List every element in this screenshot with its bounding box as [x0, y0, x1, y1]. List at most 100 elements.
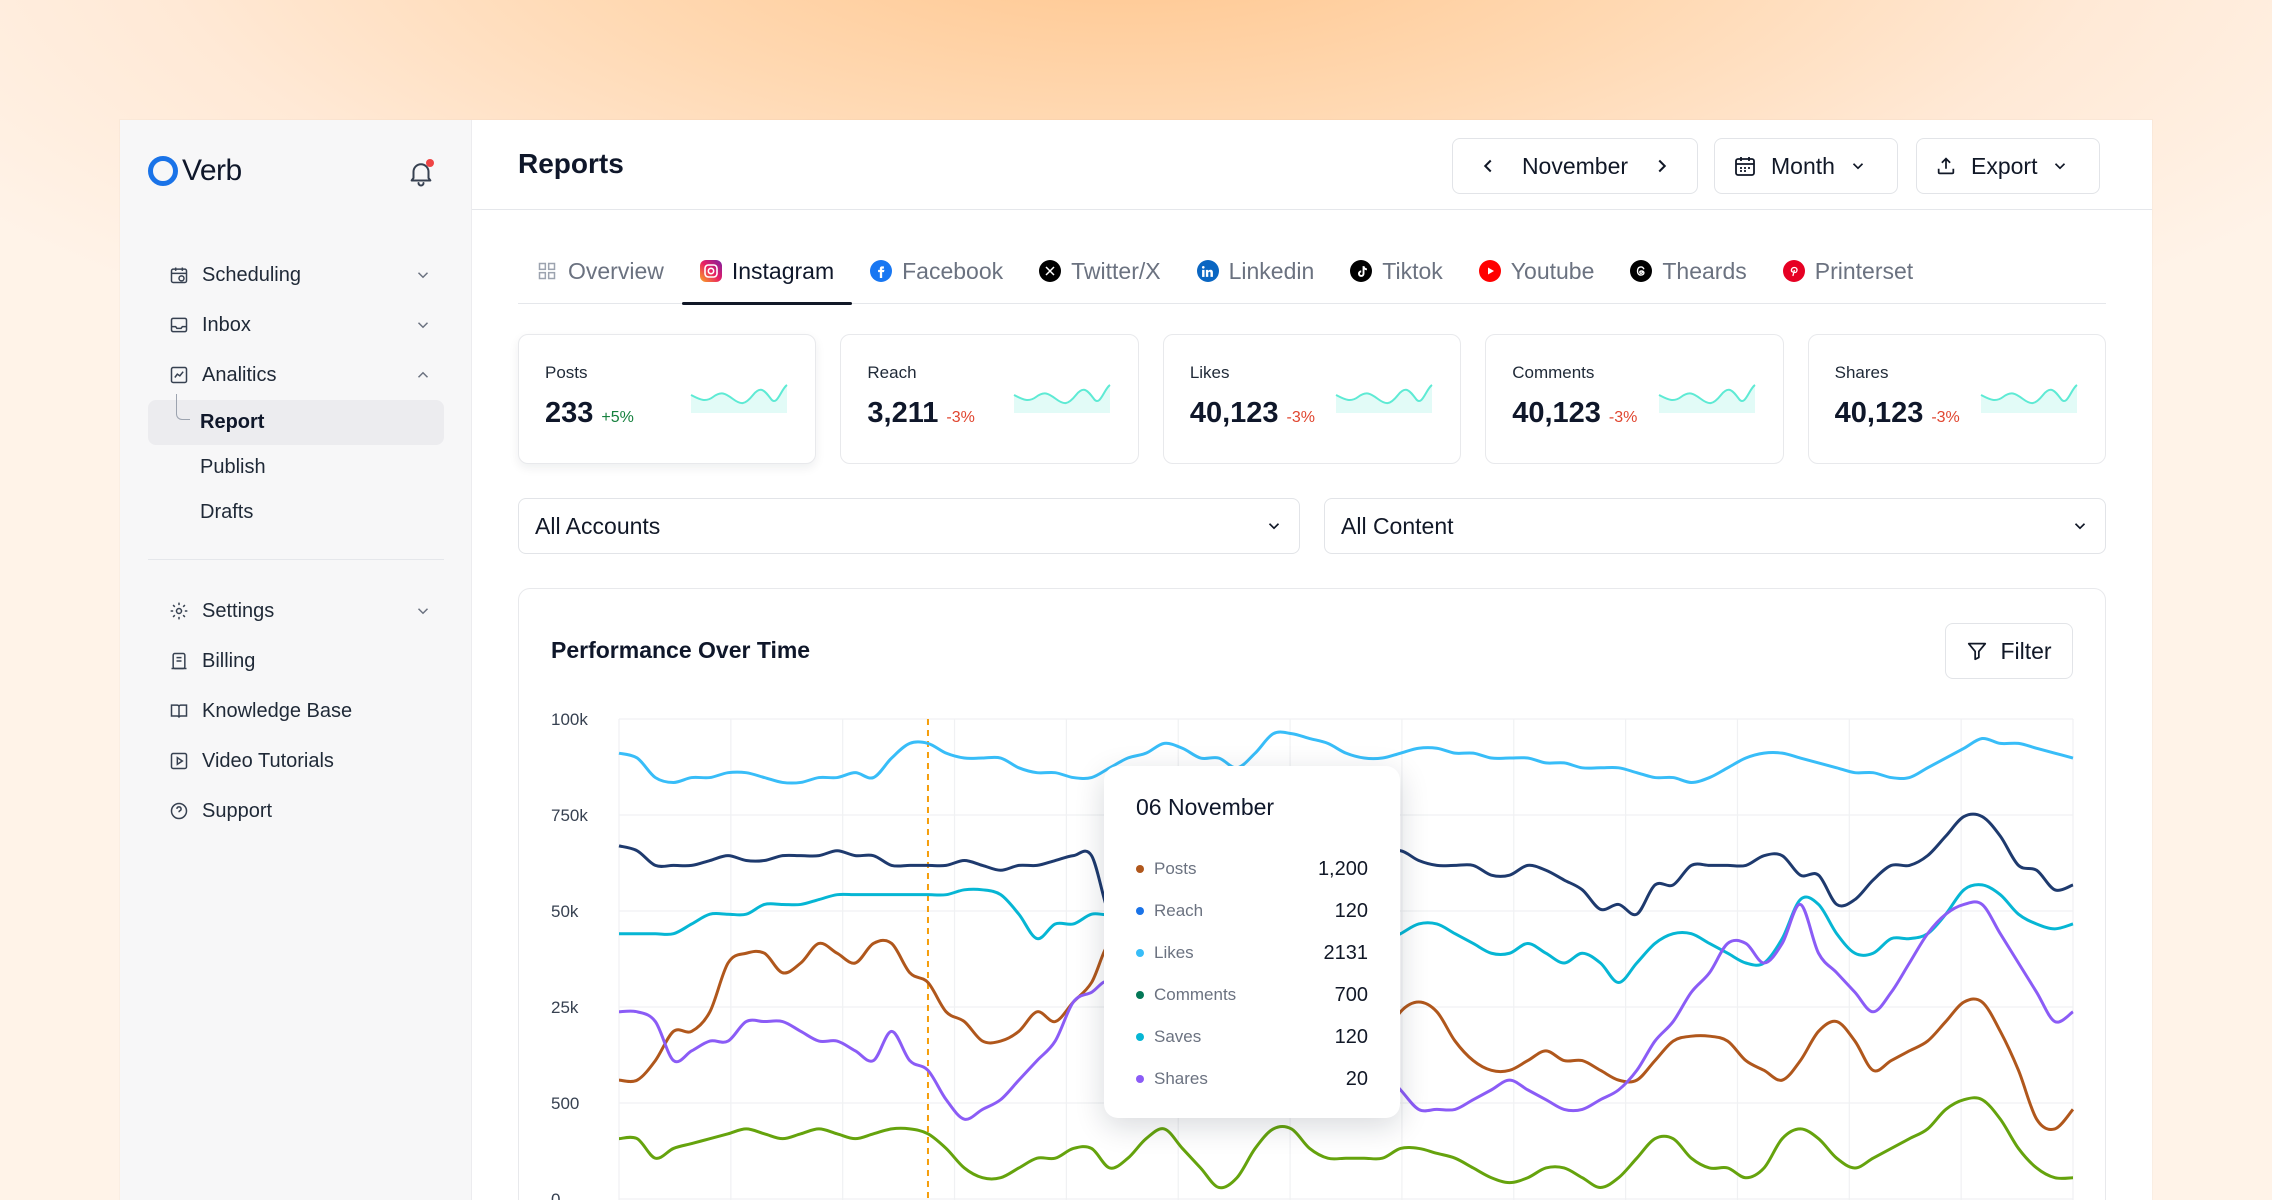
current-month: November	[1521, 152, 1629, 179]
chevron-up-icon[interactable]	[414, 366, 432, 384]
tooltip-label: Reach	[1154, 901, 1204, 920]
tab-label: Linkedin	[1228, 257, 1315, 284]
stat-value: 3,211 -3%	[867, 397, 974, 430]
period-dropdown[interactable]: Month	[1714, 138, 1898, 194]
stat-number: 40,123	[1189, 397, 1279, 429]
export-dropdown[interactable]: Export	[1916, 138, 2100, 194]
sidebar-item-billing[interactable]: Billing	[148, 636, 444, 686]
sparkline-icon	[1980, 384, 2078, 413]
sidebar-item-inbox[interactable]: Inbox	[148, 300, 444, 350]
stat-card-reach[interactable]: Reach 3,211 -3%	[840, 334, 1139, 464]
stat-label: Shares	[1834, 363, 1889, 382]
tree-connector	[176, 394, 190, 420]
content-select-value: All Content	[1341, 512, 1454, 539]
stat-card-likes[interactable]: Likes 40,123 -3%	[1162, 334, 1462, 464]
stat-label: Comments	[1512, 363, 1595, 382]
tab-instagram[interactable]: Instagram	[681, 238, 853, 305]
export-label: Export	[1971, 152, 2038, 179]
chevron-down-icon	[2074, 523, 2086, 530]
tab-pinterest[interactable]: Printerset	[1765, 238, 1931, 304]
y-tick-label: 750k	[551, 806, 588, 825]
tooltip-value: 120	[1334, 1025, 1368, 1048]
linkedin-icon	[1196, 260, 1219, 282]
sidebar: Verb Scheduling Inbox	[120, 120, 472, 1200]
period-label: Month	[1771, 152, 1835, 179]
tab-label: Overview	[568, 257, 664, 284]
page-title: Reports	[518, 148, 624, 179]
tab-twitter[interactable]: Twitter/X	[1021, 238, 1178, 304]
tooltip-row-posts: Posts 1,200	[1136, 854, 1368, 884]
stat-delta: -3%	[1608, 409, 1638, 426]
sidebar-subitem-publish[interactable]: Publish	[148, 445, 444, 490]
stat-number: 40,123	[1512, 397, 1601, 429]
sidebar-subitem-label: Drafts	[200, 501, 254, 523]
sidebar-item-label: Inbox	[202, 313, 251, 336]
tooltip-date: 06 November	[1136, 794, 1275, 820]
tab-label: Theards	[1662, 257, 1747, 284]
sidebar-item-label: Analitics	[202, 363, 277, 386]
sidebar-item-scheduling[interactable]: Scheduling	[148, 250, 444, 300]
help-circle-icon	[168, 800, 190, 822]
tab-tiktok[interactable]: Tiktok	[1332, 238, 1461, 304]
sidebar-item-settings[interactable]: Settings	[148, 586, 444, 636]
month-navigator: November	[1452, 138, 1698, 194]
sidebar-item-support[interactable]: Support	[148, 786, 444, 836]
sidebar-subitem-report[interactable]: Report	[148, 394, 444, 445]
legend-dot	[1136, 991, 1144, 999]
chart-tooltip: 06 November Posts 1,200 Reach 120 Likes 213…	[1104, 766, 1400, 1118]
stat-value: 40,123 -3%	[1835, 397, 1960, 430]
accounts-select-value: All Accounts	[535, 512, 661, 539]
sidebar-item-label: Knowledge Base	[202, 699, 353, 722]
y-tick-label: 100k	[551, 710, 588, 729]
tab-youtube[interactable]: Youtube	[1461, 238, 1613, 304]
chevron-down-icon[interactable]	[414, 266, 432, 284]
upload-icon	[1937, 157, 1955, 175]
tab-label: Facebook	[902, 257, 1004, 284]
top-bar: Reports November Month Export	[472, 120, 2152, 210]
tooltip-row-reach: Reach 120	[1136, 896, 1368, 926]
tooltip-label: Saves	[1154, 1027, 1202, 1046]
sidebar-item-label: Video Tutorials	[202, 749, 334, 772]
tab-threads[interactable]: Theards	[1612, 238, 1764, 304]
stat-delta: +5%	[601, 409, 634, 426]
notification-dot	[426, 159, 434, 167]
accounts-select[interactable]: All Accounts	[518, 498, 1300, 554]
sidebar-item-analytics[interactable]: Analitics	[148, 350, 444, 400]
content-select[interactable]: All Content	[1324, 498, 2106, 554]
legend-dot	[1136, 865, 1144, 873]
brand-logo[interactable]: Verb	[148, 154, 242, 188]
sparkline-icon	[690, 384, 789, 413]
tab-facebook[interactable]: Facebook	[852, 238, 1021, 304]
brand-ring-icon	[148, 156, 178, 186]
series-line	[618, 1096, 2074, 1190]
stat-card-comments[interactable]: Comments 40,123 -3%	[1485, 334, 1784, 464]
sidebar-item-label: Billing	[202, 649, 256, 672]
tooltip-row-shares: Shares 20	[1136, 1064, 1368, 1094]
sparkline-icon	[1335, 384, 1433, 413]
notification-bell-icon[interactable]	[406, 158, 436, 188]
tooltip-row-saves: Saves 120	[1136, 1022, 1368, 1052]
chevron-down-icon[interactable]	[414, 316, 432, 334]
sidebar-subitem-drafts[interactable]: Drafts	[148, 490, 444, 535]
chevron-down-icon	[2055, 163, 2066, 170]
receipt-icon	[168, 650, 190, 672]
tab-linkedin[interactable]: Linkedin	[1179, 238, 1333, 304]
y-tick-label: 50k	[551, 902, 579, 921]
chevron-left-icon[interactable]	[1477, 155, 1499, 177]
performance-line-chart[interactable]: 100k 750k 50k 25k 500 0	[519, 589, 2106, 1200]
tooltip-label: Likes	[1154, 943, 1194, 962]
facebook-icon	[870, 260, 893, 282]
chevron-right-icon[interactable]	[1651, 155, 1673, 177]
sidebar-item-video-tutorials[interactable]: Video Tutorials	[148, 736, 444, 786]
stat-cards: Posts 233 +5% Reach 3,211 -3% Likes 40,123…	[518, 334, 2107, 464]
tab-overview[interactable]: Overview	[518, 238, 682, 304]
tooltip-value: 2131	[1323, 941, 1369, 964]
sidebar-item-knowledge-base[interactable]: Knowledge Base	[148, 686, 444, 736]
stat-label: Reach	[867, 363, 917, 382]
stat-card-posts[interactable]: Posts 233 +5%	[518, 334, 817, 464]
chevron-down-icon[interactable]	[414, 602, 432, 620]
stat-card-shares[interactable]: Shares 40,123 -3%	[1807, 334, 2107, 464]
legend-dot	[1136, 949, 1144, 957]
chart-filter-button[interactable]: Filter	[1945, 623, 2073, 679]
gear-icon	[168, 600, 190, 622]
